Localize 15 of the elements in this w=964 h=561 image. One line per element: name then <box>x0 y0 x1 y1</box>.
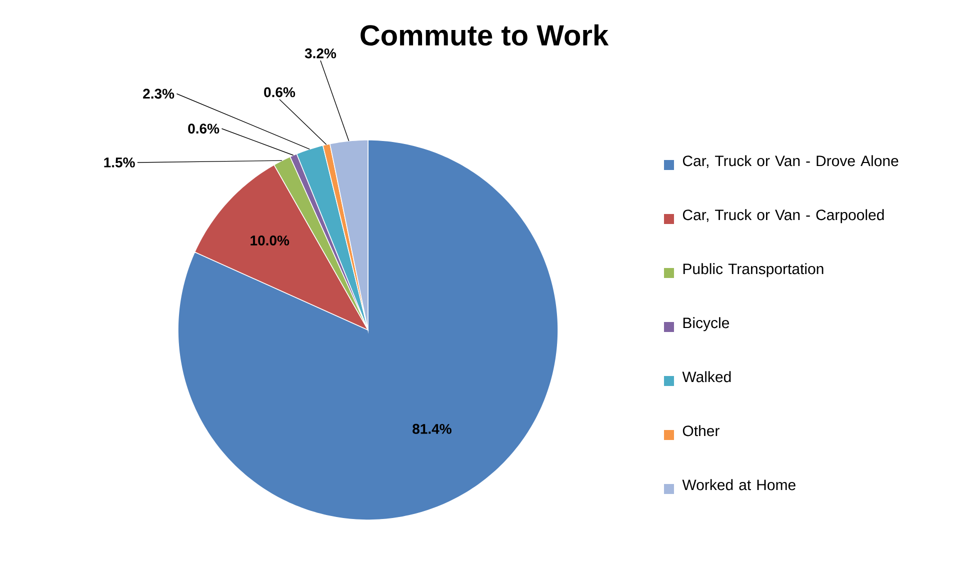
legend-label: Public Transportation <box>683 263 824 278</box>
chart-title: Commute to Work <box>360 24 609 46</box>
data-label: 1.5% <box>104 158 135 168</box>
data-label: 0.6% <box>264 87 296 98</box>
legend-label: Worked at Home <box>682 479 796 490</box>
legend-label: Car, Truck or Van - Carpooled <box>682 209 884 224</box>
data-label: 2.3% <box>143 88 174 99</box>
legend-label: Walked <box>682 371 731 382</box>
data-label: 3.2% <box>304 48 336 58</box>
legend-label: Car, Truck or Van - Drove Alone <box>682 155 898 168</box>
legend-label: Other <box>682 425 720 436</box>
data-label: 81.4% <box>412 424 452 434</box>
data-label: 0.6% <box>188 124 220 134</box>
legend-label: Bicycle <box>683 317 730 332</box>
data-label: 10.0% <box>250 236 290 246</box>
